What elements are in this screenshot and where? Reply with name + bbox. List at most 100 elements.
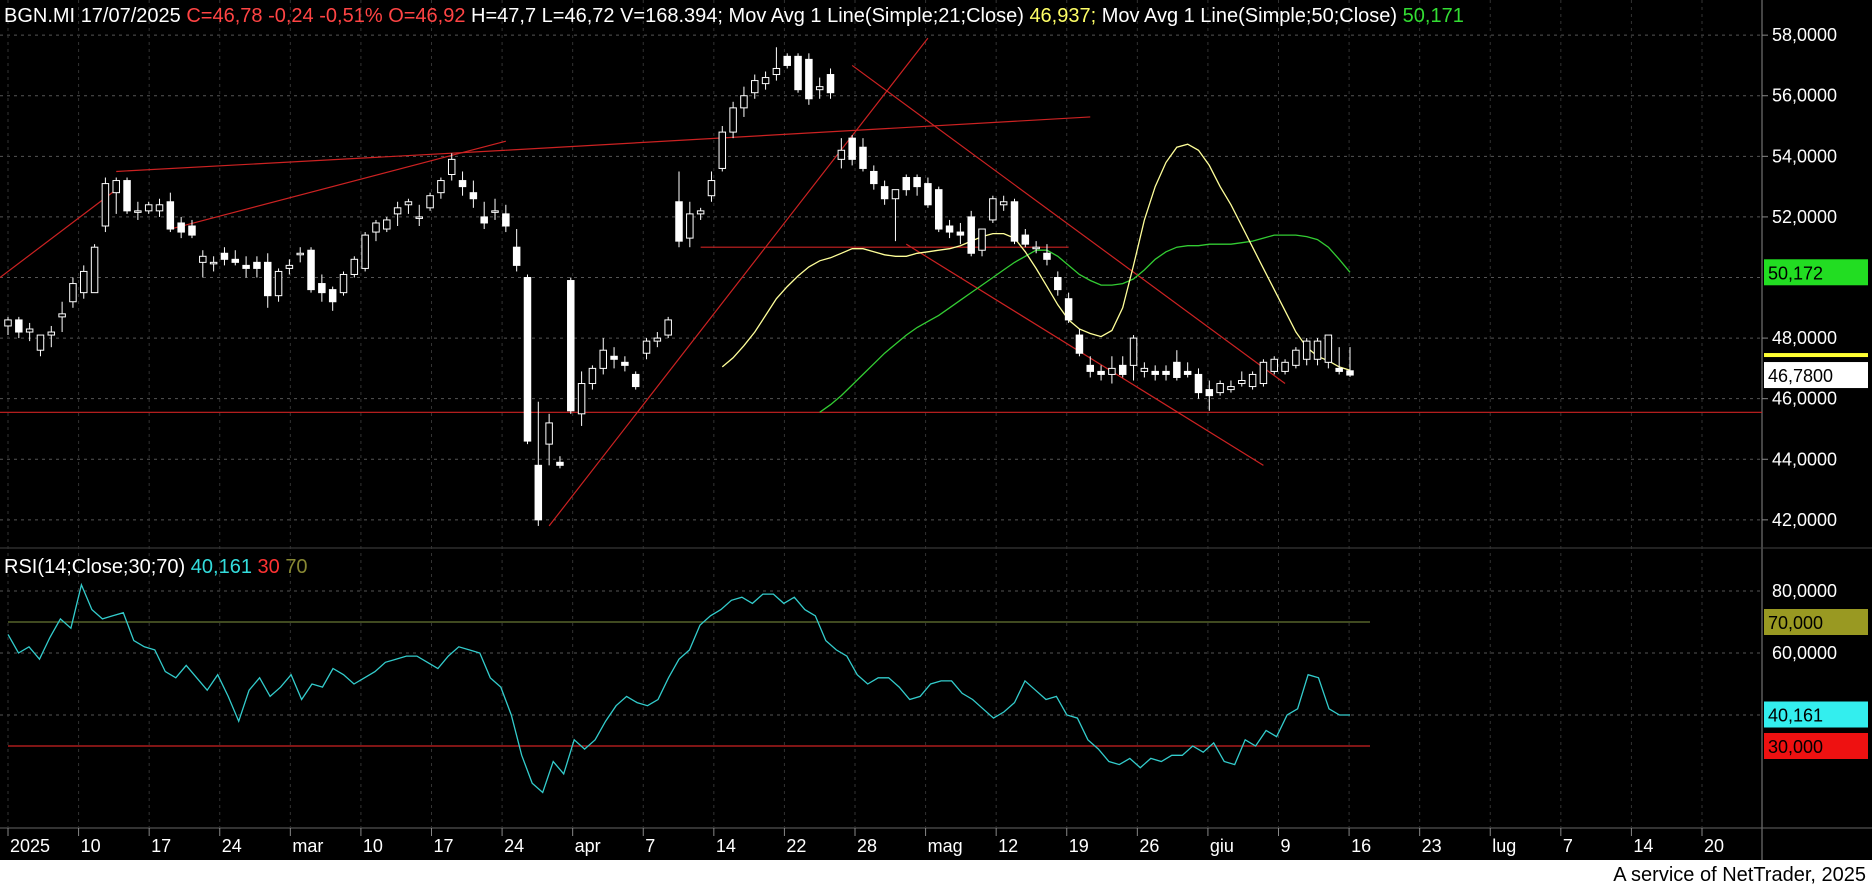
time-tick-label: lug bbox=[1492, 836, 1516, 856]
high-label: H=47,7 bbox=[471, 5, 537, 27]
rsi-high: 70 bbox=[285, 556, 308, 578]
candle-body bbox=[1054, 277, 1062, 291]
candle-body bbox=[567, 280, 575, 412]
candle-body bbox=[415, 216, 424, 219]
candle-body bbox=[90, 246, 99, 294]
candle-body bbox=[1281, 361, 1289, 372]
time-tick-label: 17 bbox=[151, 836, 171, 856]
candle-body bbox=[1010, 201, 1019, 242]
trendline bbox=[116, 149, 506, 173]
candle-body bbox=[383, 219, 391, 230]
candle-body bbox=[1043, 252, 1051, 260]
rsi-tick-label: 60,0000 bbox=[1772, 643, 1837, 663]
ma50-label: Mov Avg 1 Line(Simple;50;Close) bbox=[1101, 5, 1398, 27]
rsi-low: 30 bbox=[257, 556, 280, 578]
candle-body bbox=[307, 249, 315, 291]
candle-body bbox=[642, 340, 651, 354]
candle-body bbox=[199, 255, 207, 263]
candle-body bbox=[491, 210, 499, 213]
candle-body bbox=[144, 204, 153, 212]
candle-body bbox=[372, 222, 380, 233]
candle-body bbox=[231, 258, 240, 263]
close-label: C=46,78 bbox=[186, 5, 263, 27]
footer-credit: A service of NetTrader, 2025 bbox=[1613, 864, 1866, 886]
candle-body bbox=[4, 319, 12, 327]
candle-body bbox=[989, 198, 997, 221]
candle-body bbox=[675, 201, 683, 242]
candle-body bbox=[772, 67, 781, 76]
time-tick-label: 7 bbox=[645, 836, 655, 856]
candle-body bbox=[621, 361, 629, 366]
price-tick-label: 44,0000 bbox=[1772, 449, 1837, 469]
candle-body bbox=[913, 177, 921, 188]
time-tick-label: mar bbox=[292, 836, 323, 856]
candle-body bbox=[686, 213, 694, 239]
candle-body bbox=[761, 77, 770, 85]
candle-body bbox=[1216, 383, 1224, 394]
time-tick-label: mag bbox=[928, 836, 963, 856]
rsi-low-badge: 30,000 bbox=[1768, 737, 1823, 757]
candle-body bbox=[978, 228, 986, 251]
candle-body bbox=[631, 373, 640, 388]
candle-body bbox=[783, 55, 791, 66]
low-label: L=46,72 bbox=[541, 5, 615, 27]
time-tick-label: 24 bbox=[504, 836, 524, 856]
candle-body bbox=[1151, 370, 1159, 375]
candle-body bbox=[805, 58, 813, 100]
time-tick-label: 10 bbox=[363, 836, 383, 856]
ma50-badge-bg bbox=[1764, 259, 1868, 286]
candle-body bbox=[1173, 361, 1181, 378]
candle-body bbox=[80, 270, 88, 294]
trendline bbox=[505, 116, 1091, 151]
time-tick-label: 17 bbox=[434, 836, 454, 856]
candle-body bbox=[1183, 370, 1192, 375]
candle-body bbox=[664, 319, 672, 336]
candle-body bbox=[534, 464, 543, 521]
rsi-value-badge: 40,161 bbox=[1768, 706, 1823, 726]
candle-body bbox=[393, 207, 402, 215]
candle-body bbox=[588, 367, 597, 385]
candle-body bbox=[220, 252, 229, 260]
candle-body bbox=[1313, 340, 1322, 360]
candle-body bbox=[837, 149, 846, 160]
rsi-line bbox=[7, 582, 1350, 794]
candle-body bbox=[15, 319, 23, 333]
candle-body bbox=[826, 74, 835, 94]
candle-body bbox=[1162, 370, 1170, 375]
price-tick-label: 56,0000 bbox=[1772, 86, 1837, 106]
change-label: -0,24 bbox=[268, 5, 314, 27]
candle-body bbox=[134, 210, 142, 213]
rsi-header: RSI(14;Close;30;70) 40,161 30 70 bbox=[4, 556, 308, 579]
rsi-value-badge-bg bbox=[1764, 701, 1868, 728]
candle-body bbox=[696, 210, 705, 215]
ma21-value: 46,937; bbox=[1029, 5, 1097, 27]
candle-body bbox=[437, 180, 445, 194]
time-tick-label: 9 bbox=[1281, 836, 1291, 856]
price-header: BGN.MI 17/07/2025 C=46,78 -0,24 -0,51% O… bbox=[4, 5, 1464, 28]
candle-body bbox=[123, 180, 131, 212]
candle-body bbox=[1346, 370, 1354, 376]
candle-body bbox=[1292, 349, 1300, 366]
footer-bar bbox=[0, 860, 1872, 888]
ma50-line bbox=[819, 234, 1351, 413]
trendline bbox=[851, 64, 1286, 385]
last-price-badge-bg bbox=[1764, 362, 1868, 389]
candle-body bbox=[458, 180, 467, 188]
time-tick-label: 12 bbox=[998, 836, 1018, 856]
candle-body bbox=[1108, 367, 1116, 375]
rsi-high-badge-bg bbox=[1764, 609, 1868, 635]
candle-body bbox=[859, 146, 867, 169]
candle-body bbox=[1075, 334, 1084, 354]
price-tick-label: 58,0000 bbox=[1772, 25, 1837, 45]
ma21-line bbox=[721, 143, 1351, 371]
candle-body bbox=[1129, 337, 1138, 366]
open-label: O=46,92 bbox=[388, 5, 466, 27]
candle-body bbox=[426, 195, 434, 209]
candle-body bbox=[999, 201, 1008, 206]
candle-body bbox=[751, 80, 759, 94]
time-tick-label: 24 bbox=[222, 836, 242, 856]
price-tick-label: 54,0000 bbox=[1772, 146, 1837, 166]
candle-body bbox=[815, 86, 824, 91]
candle-body bbox=[1335, 367, 1343, 372]
candle-body bbox=[1302, 340, 1311, 360]
